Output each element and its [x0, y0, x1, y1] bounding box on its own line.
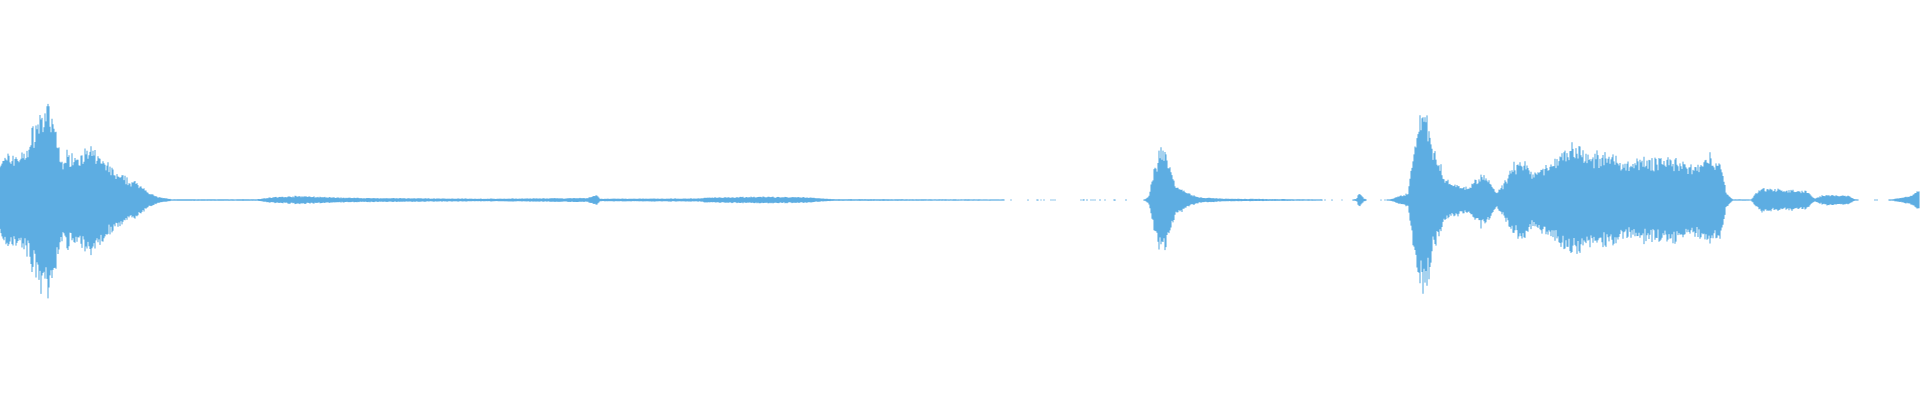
- waveform-path: [0, 103, 1920, 299]
- waveform-bars: [0, 103, 1920, 299]
